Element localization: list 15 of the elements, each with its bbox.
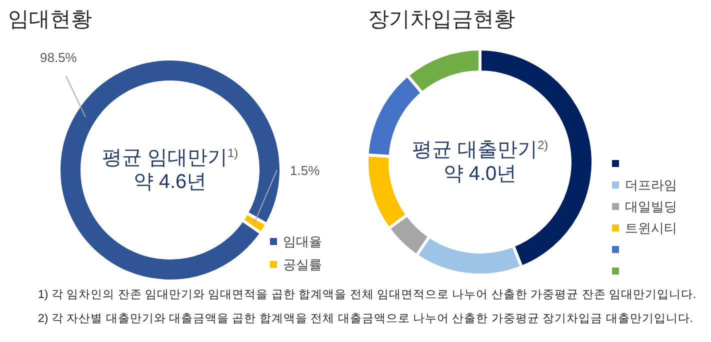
text: 1) 각 임차인의 잔존 임대만기와 임대면적을 곱한 합계액을 전체 임대면적으로 나누어 산출한 가중평균 잔존 임대만기입니다. (38, 288, 696, 301)
text: 약 4.0년 (443, 163, 517, 185)
text: 2) 각 자산별 대출만기와 대출금액을 곱한 합계액을 전체 대출금액으로 나누어 산출한 가중평균 장기차입금 대출만기입니다. (38, 312, 693, 325)
text: 평균 대출만기$^{2)}$ (412, 138, 548, 161)
text: 약 4.6년 (133, 171, 207, 193)
legend-label: 트윈시티 (625, 220, 677, 236)
legend-label: 더프라임 (625, 178, 677, 192)
chart-title: 장기차입금현황 (368, 8, 515, 31)
legend-label: 공실률 (283, 257, 322, 272)
text: 평균 임대만기$^{1)}$ (102, 146, 238, 169)
legend-label: 대일빌딩 (625, 199, 677, 214)
legend-label: 임대율 (283, 234, 322, 249)
data-label: 98.5% (40, 50, 78, 65)
data-label: 1.5% (290, 163, 320, 178)
chart-title: 임대현황 (8, 8, 92, 31)
